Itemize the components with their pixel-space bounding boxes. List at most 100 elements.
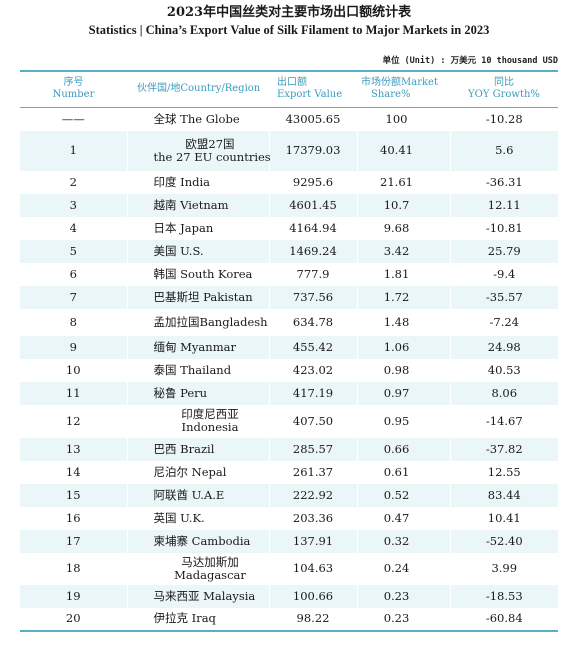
country-name-line: 伊拉克 Iraq: [153, 611, 216, 625]
row-country: 巴基斯坦 Pakistan: [126, 285, 269, 309]
table-row: 19 马来西亚 Malaysia 100.66 0.23 -18.53: [20, 584, 558, 608]
row-number: 4: [69, 220, 77, 235]
table-row: 16 英国 U.K. 203.36 0.47 10.41: [20, 506, 558, 530]
row-export-value: 417.19: [268, 381, 357, 405]
country-name-line: 缅甸 Myanmar: [153, 339, 236, 354]
row-number: 6: [69, 266, 77, 281]
row-yoy-growth: 3.99: [449, 552, 558, 585]
title-english: Statistics | China’s Export Value of Sil…: [88, 23, 490, 37]
header-country-cn: 伙伴国/地Country/Region: [137, 83, 261, 94]
row-number: 5: [20, 239, 127, 263]
row-market-share: 0.95: [356, 404, 450, 438]
country-name-line: 欧盟27国: [185, 136, 235, 151]
row-market-share: 40.41: [356, 130, 450, 171]
row-yoy-growth: 10.41: [449, 506, 558, 530]
row-yoy-growth: 24.98: [449, 335, 558, 359]
country-name-line: 全球 The Globe: [153, 111, 240, 126]
row-market-share: 10.7: [356, 193, 450, 217]
header-country: 伙伴国/地Country/Region: [127, 71, 269, 108]
country-name-line: 阿联酋 U.A.E: [153, 487, 225, 502]
row-export-value: 98.22: [268, 607, 357, 631]
country-name-line: 巴基斯坦 Pakistan: [153, 289, 253, 304]
table-row: 3 越南 Vietnam 4601.45 10.7 12.11: [20, 193, 558, 217]
row-country: 秘鲁 Peru: [126, 381, 269, 405]
row-export-value: 634.78: [268, 308, 357, 336]
export-table: 序号 Number 伙伴国/地Country/Region 出口额 Export…: [20, 70, 558, 632]
row-number: 15: [20, 483, 127, 507]
table-row: 5 美国 U.S. 1469.24 3.42 25.79: [20, 239, 558, 263]
row-country: 美国 U.S.: [126, 239, 269, 263]
country-name-line: 韩国 South Korea: [153, 266, 253, 281]
row-country: 日本 Japan: [126, 216, 269, 240]
row-export-value: 423.02: [268, 358, 357, 382]
row-number: 9: [20, 335, 127, 359]
row-country: 全球 The Globe: [126, 107, 269, 131]
row-country: 泰国 Thailand: [126, 358, 269, 382]
header-yoy-growth: 同比 YOY Growth%: [450, 71, 558, 108]
row-number: 3: [20, 193, 127, 217]
table-row: 18 马达加斯加 Madagascar 104.63 0.24 3.99: [20, 552, 558, 585]
table-row: —— 全球 The Globe 43005.65 100 -10.28: [20, 107, 558, 131]
row-yoy-growth: 12.11: [449, 193, 558, 217]
row-export-value: 9295.6: [268, 170, 357, 194]
country-name-line-2: Madagascar: [174, 567, 246, 582]
row-number: 10: [65, 362, 81, 377]
country-name-line: 孟加拉国Bangladesh: [153, 314, 268, 329]
country-name-line: 秘鲁 Peru: [153, 385, 208, 400]
row-number: 17: [20, 529, 127, 553]
row-export-value: 17379.03: [268, 130, 357, 171]
row-yoy-growth: -60.84: [449, 607, 558, 631]
row-export-value: 777.9: [268, 262, 357, 286]
row-market-share: 3.42: [356, 239, 450, 263]
row-market-share: 0.23: [356, 584, 450, 608]
row-market-share: 0.32: [356, 529, 450, 553]
row-number: 18: [65, 561, 81, 575]
row-number: 14: [65, 464, 81, 479]
row-yoy-growth: 12.55: [449, 460, 558, 484]
row-number: 20: [65, 611, 81, 625]
row-yoy-growth: 5.6: [449, 130, 558, 171]
row-country: 阿联酋 U.A.E: [126, 483, 269, 507]
row-export-value: 222.92: [268, 483, 357, 507]
row-country: 韩国 South Korea: [126, 262, 269, 286]
row-country: 印度尼西亚 Indonesia: [126, 404, 269, 438]
table-row: 13 巴西 Brazil 285.57 0.66 -37.82: [20, 437, 558, 461]
row-export-value: 137.91: [268, 529, 357, 553]
row-country: 欧盟27国 the 27 EU countries: [126, 130, 271, 171]
row-export-value: 407.50: [268, 404, 357, 438]
row-export-value: 104.63: [268, 552, 357, 585]
row-export-value: 737.56: [268, 285, 357, 309]
country-name-line: 马来西亚 Malaysia: [153, 588, 256, 603]
country-name-line: 尼泊尔 Nepal: [153, 464, 227, 479]
country-name-line: 巴西 Brazil: [153, 441, 215, 456]
row-market-share: 0.97: [356, 381, 450, 405]
row-export-value: 261.37: [268, 460, 357, 484]
row-yoy-growth: -36.31: [449, 170, 558, 194]
table-body: —— 全球 The Globe 43005.65 100 -10.28 1 欧盟27国 the…: [20, 107, 558, 631]
country-name-line: 柬埔寨 Cambodia: [153, 533, 251, 548]
row-export-value: 1469.24: [268, 239, 357, 263]
row-market-share: 0.47: [356, 506, 450, 530]
table-row: 17 柬埔寨 Cambodia 137.91 0.32 -52.40: [20, 529, 558, 553]
title-chinese: 2023年中国丝类对主要市场出口额统计表: [166, 5, 412, 20]
table-row: 4 日本 Japan 4164.94 9.68 -10.81: [20, 216, 558, 240]
header-number: 序号 Number: [20, 71, 127, 108]
row-yoy-growth: -14.67: [449, 404, 558, 438]
header-number-cn: 序号: [63, 77, 84, 88]
row-export-value: 4601.45: [268, 193, 357, 217]
header-export-value: 出口额 Export Value: [269, 71, 357, 108]
row-market-share: 0.61: [356, 460, 450, 484]
header-yoy-growth-en: YOY Growth%: [468, 89, 540, 100]
header-market-share-cn: 市场份额Market: [361, 77, 438, 88]
row-number: 8: [69, 314, 77, 329]
row-market-share: 0.52: [356, 483, 450, 507]
row-export-value: 4164.94: [268, 216, 357, 240]
row-export-value: 455.42: [268, 335, 357, 359]
row-country: 孟加拉国Bangladesh: [126, 308, 269, 336]
row-market-share: 21.61: [356, 170, 450, 194]
country-name-line: 马达加斯加: [181, 554, 239, 569]
table-row: 8 孟加拉国Bangladesh 634.78 1.48 -7.24: [20, 308, 558, 336]
row-yoy-growth: 40.53: [449, 358, 558, 382]
row-country: 缅甸 Myanmar: [126, 335, 269, 359]
table-row: 11 秘鲁 Peru 417.19 0.97 8.06: [20, 381, 558, 405]
